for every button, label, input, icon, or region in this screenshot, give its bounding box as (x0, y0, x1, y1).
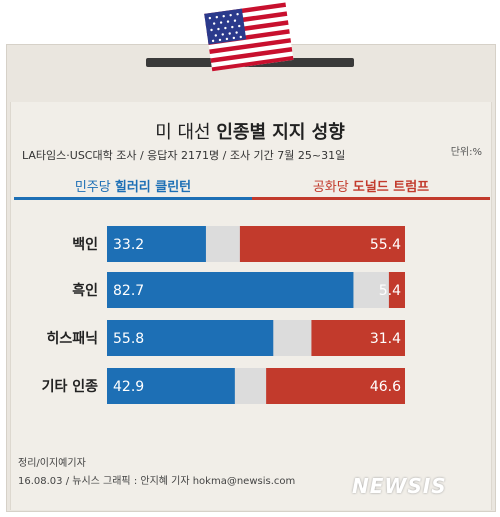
newsis-logo: NEWSIS (352, 474, 447, 498)
category-label: 히스패닉 (46, 330, 98, 347)
footer-credit: 16.08.03 / 뉴시스 그래픽 : 안지혜 기자 hokma@newsis… (18, 476, 296, 487)
bar-dem (107, 320, 274, 356)
bar-dem (107, 272, 354, 308)
us-flag-icon (204, 2, 294, 72)
category-label: 흑인 (72, 282, 98, 299)
chart-title: 미 대선 인종별 지지 성향 (0, 118, 500, 144)
data-label-dem: 42.9 (113, 379, 144, 395)
bar-rep (311, 320, 405, 356)
legend-rep-name: 도널드 트럼프 (352, 180, 430, 195)
legend-dem-prefix: 민주당 (74, 180, 115, 195)
legend-rep-line (252, 197, 490, 200)
unit-label: 단위:% (450, 147, 482, 158)
bar-rep (266, 368, 405, 404)
data-label-rep: 46.6 (370, 379, 401, 395)
footer-editor: 정리/이지예기자 (18, 458, 86, 469)
category-label: 기타 인종 (42, 378, 99, 395)
data-label-rep: 5.4 (379, 283, 401, 299)
chart-title-bold: 인종별 지지 성향 (216, 122, 345, 143)
legend-dem-line (14, 197, 252, 200)
bar-dem (107, 226, 206, 262)
chart-title-plain: 미 대선 (155, 122, 217, 143)
legend-rep: 공화당 도널드 트럼프 (252, 176, 490, 195)
legend-dem-name: 힐러리 클린턴 (114, 180, 192, 195)
bar-rep (239, 226, 405, 262)
data-label-dem: 33.2 (113, 237, 144, 253)
category-label: 백인 (72, 236, 98, 253)
legend-dem: 민주당 힐러리 클린턴 (14, 176, 252, 195)
legend-rep-prefix: 공화당 (312, 180, 353, 195)
data-label-rep: 55.4 (370, 237, 401, 253)
data-label-rep: 31.4 (370, 331, 401, 347)
survey-source: LA타임스·USC대학 조사 / 응답자 2171명 / 조사 기간 7월 25… (22, 149, 346, 162)
bar-rep (388, 272, 405, 308)
data-label-dem: 55.8 (113, 331, 144, 347)
data-label-dem: 82.7 (113, 283, 144, 299)
bar-dem (107, 368, 235, 404)
